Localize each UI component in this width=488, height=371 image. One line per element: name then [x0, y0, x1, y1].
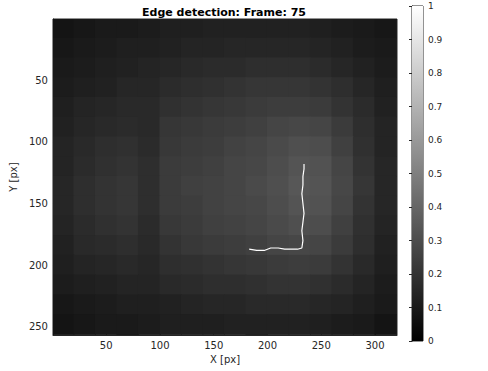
svg-text:1: 1 [428, 1, 434, 11]
svg-text:100: 100 [150, 340, 169, 351]
svg-text:150: 150 [204, 340, 223, 351]
svg-text:0.8: 0.8 [428, 68, 443, 78]
svg-text:300: 300 [365, 340, 384, 351]
svg-text:0.9: 0.9 [428, 35, 443, 45]
svg-text:50: 50 [100, 340, 113, 351]
svg-text:0.4: 0.4 [428, 202, 443, 212]
svg-text:200: 200 [29, 260, 48, 271]
svg-text:0.2: 0.2 [428, 269, 442, 279]
svg-text:X [px]: X [px] [210, 354, 240, 365]
svg-text:50: 50 [35, 75, 48, 86]
svg-text:0.5: 0.5 [428, 169, 442, 179]
svg-text:200: 200 [258, 340, 277, 351]
svg-text:100: 100 [29, 136, 48, 147]
svg-text:0.6: 0.6 [428, 135, 443, 145]
svg-text:0.1: 0.1 [428, 303, 442, 313]
svg-text:0.3: 0.3 [428, 236, 442, 246]
svg-text:250: 250 [312, 340, 331, 351]
svg-text:250: 250 [29, 321, 48, 332]
svg-text:150: 150 [29, 198, 48, 209]
svg-text:Edge detection: Frame: 75: Edge detection: Frame: 75 [142, 6, 306, 19]
svg-text:Y [px]: Y [px] [8, 162, 19, 192]
svg-text:0.7: 0.7 [428, 102, 442, 112]
svg-text:0: 0 [428, 336, 434, 346]
